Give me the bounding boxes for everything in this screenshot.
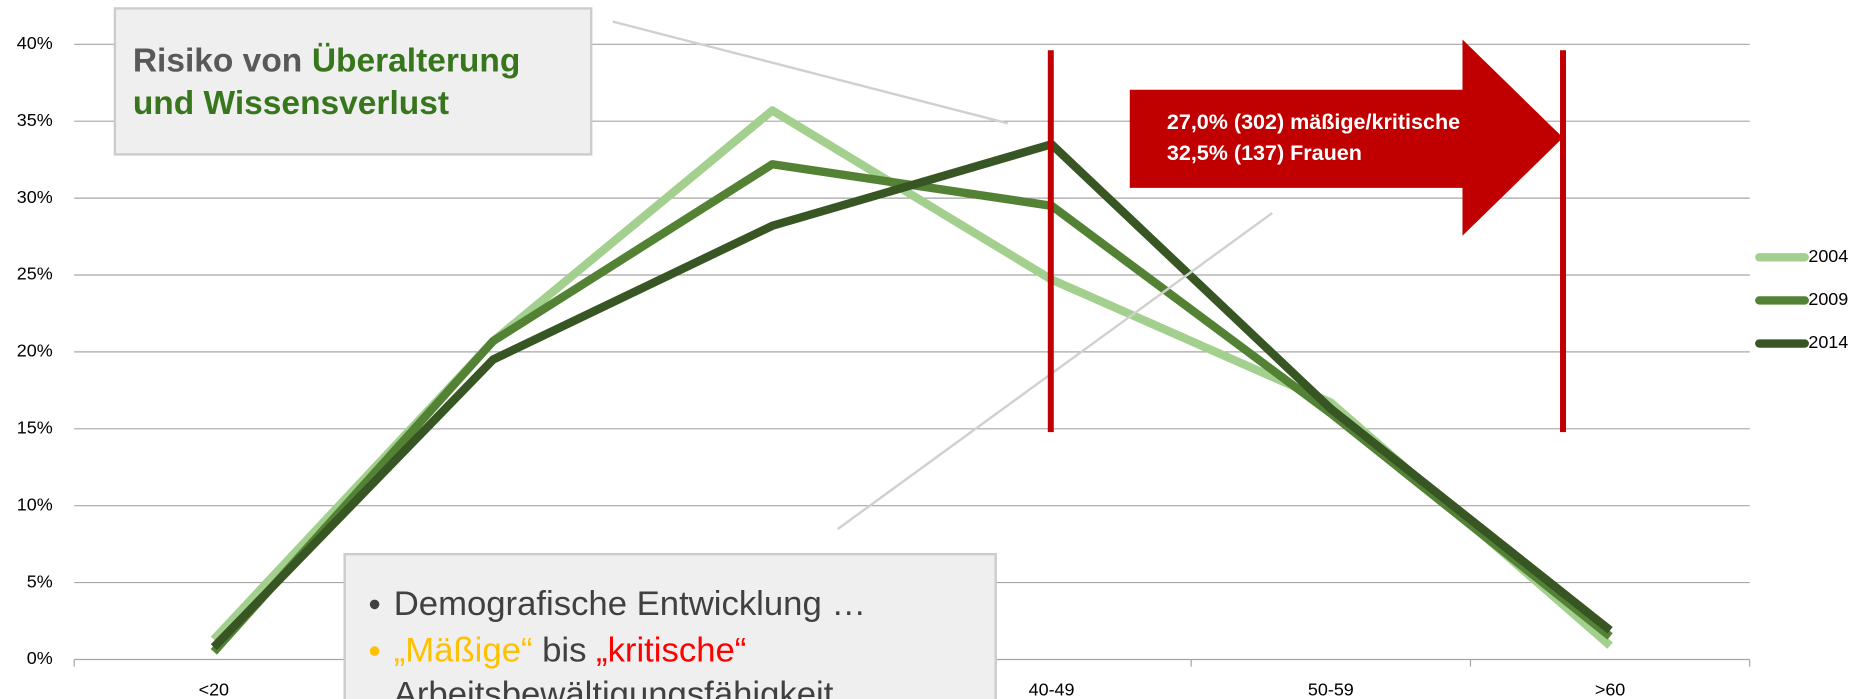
arrow-text: 32,5% (137) Frauen bbox=[1167, 141, 1362, 165]
risk-text: Risiko von Überalterung bbox=[133, 42, 520, 79]
series-lines bbox=[210, 106, 1613, 655]
y-tick-label: 10% bbox=[17, 494, 53, 514]
connector bbox=[612, 20, 1008, 125]
legend-label: 2009 bbox=[1808, 289, 1848, 309]
x-tick-label: <20 bbox=[199, 679, 229, 699]
bullet-box bbox=[343, 552, 997, 699]
legend-label: 2004 bbox=[1808, 246, 1848, 266]
legend: 2004 2009 2014 bbox=[1755, 246, 1848, 352]
legend-label: 2014 bbox=[1808, 332, 1848, 352]
x-tick-label: >60 bbox=[1595, 679, 1625, 699]
arrow-text: 27,0% (302) mäßige/kritische bbox=[1167, 110, 1460, 134]
y-tick-label: 25% bbox=[17, 264, 53, 284]
bullet bbox=[369, 646, 380, 656]
y-tick-label: 40% bbox=[17, 33, 53, 53]
y-tick-label: 20% bbox=[17, 341, 53, 361]
bullet-text: „Mäßige“ bis „kritische“ bbox=[394, 631, 747, 669]
x-tick-label: 40-49 bbox=[1029, 679, 1075, 699]
risk-box bbox=[113, 7, 593, 156]
y-tick-label: 35% bbox=[17, 110, 53, 130]
y-tick-label: 0% bbox=[27, 648, 53, 668]
y-tick-label: 15% bbox=[17, 418, 53, 438]
arrow bbox=[1129, 39, 1564, 236]
joiner: bis bbox=[542, 631, 586, 669]
x-tick-label: 50-59 bbox=[1308, 679, 1354, 699]
series-line bbox=[210, 140, 1613, 651]
bullet-text: Arbeitsbewältigungsfähigkeit bbox=[394, 676, 834, 699]
y-tick-label: 30% bbox=[17, 187, 53, 207]
risk-highlight: und Wissensverlust bbox=[133, 85, 449, 122]
critical: „kritische“ bbox=[596, 631, 746, 669]
risk-highlight: Überalterung bbox=[312, 42, 520, 79]
y-tick-label: 5% bbox=[27, 571, 53, 591]
connector bbox=[837, 212, 1273, 530]
moderate: „Mäßige“ bbox=[394, 631, 533, 669]
bullet-text: Demografische Entwicklung … bbox=[394, 585, 866, 623]
bullet bbox=[369, 599, 380, 610]
risk-lead: Risiko von bbox=[133, 42, 302, 79]
